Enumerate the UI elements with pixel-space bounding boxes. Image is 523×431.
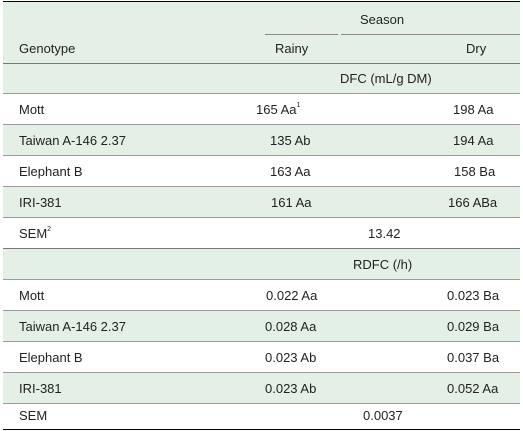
sem-row: SEM 0.0037 bbox=[3, 404, 520, 429]
dry-cell: 0.037 Ba bbox=[447, 350, 500, 365]
row-rule bbox=[3, 341, 520, 342]
rainy-cell: 0.023 Ab bbox=[265, 381, 317, 396]
genotype-cell: Taiwan A-146 2.37 bbox=[19, 133, 126, 148]
sem-value: 13.42 bbox=[368, 226, 401, 241]
rainy-cell: 165 Aa1 bbox=[256, 102, 301, 117]
table-header: Season Genotype Rainy Dry bbox=[3, 2, 520, 64]
dry-cell: 194 Aa bbox=[453, 133, 494, 148]
row-rule bbox=[3, 155, 520, 156]
dry-cell: 0.052 Aa bbox=[447, 381, 499, 396]
table-top-rule bbox=[3, 1, 520, 2]
genotype-cell: Taiwan A-146 2.37 bbox=[19, 319, 126, 334]
rainy-cell: 163 Aa bbox=[270, 164, 311, 179]
season-subrule bbox=[265, 34, 338, 35]
row-rule bbox=[3, 403, 520, 404]
table-row: Taiwan A-146 2.37 135 Ab 194 Aa bbox=[3, 125, 520, 155]
rainy-cell: 0.028 Aa bbox=[265, 319, 317, 334]
genotype-cell: IRI-381 bbox=[19, 381, 62, 396]
section-title-row: RDFC (/h) bbox=[3, 249, 520, 279]
data-table: Season Genotype Rainy Dry DFC (mL/g DM) … bbox=[3, 1, 520, 430]
dry-cell: 166 ABa bbox=[448, 195, 498, 210]
dry-cell: 158 Ba bbox=[454, 164, 496, 179]
row-rule bbox=[3, 279, 520, 280]
sem-label: SEM2 bbox=[19, 226, 52, 241]
dry-heading: Dry bbox=[466, 41, 487, 56]
genotype-cell: Elephant B bbox=[19, 164, 83, 179]
genotype-cell: Mott bbox=[19, 102, 45, 117]
footnote-marker: 2 bbox=[47, 226, 52, 233]
section-title: DFC (mL/g DM) bbox=[340, 71, 432, 86]
rainy-heading: Rainy bbox=[275, 41, 309, 56]
table-row: Mott 0.022 Aa 0.023 Ba bbox=[3, 280, 520, 310]
section-title: RDFC (/h) bbox=[353, 257, 413, 272]
row-rule bbox=[3, 124, 520, 125]
genotype-cell: Mott bbox=[19, 288, 45, 303]
dry-cell: 0.023 Ba bbox=[447, 288, 500, 303]
sem-value: 0.0037 bbox=[363, 408, 403, 423]
table-row: Elephant B 163 Aa 158 Ba bbox=[3, 156, 520, 186]
table-row: IRI-381 161 Aa 166 ABa bbox=[3, 187, 520, 217]
table-bottom-rule bbox=[3, 429, 520, 430]
sem-label: SEM bbox=[19, 408, 48, 423]
footnote-marker: 1 bbox=[296, 102, 301, 109]
dry-cell: 0.029 Ba bbox=[447, 319, 500, 334]
rainy-cell: 0.022 Aa bbox=[266, 288, 318, 303]
genotype-heading: Genotype bbox=[19, 41, 76, 56]
row-rule bbox=[3, 372, 520, 373]
season-subrule-right bbox=[341, 34, 520, 35]
table-row: Elephant B 0.023 Ab 0.037 Ba bbox=[3, 342, 520, 372]
row-rule bbox=[3, 93, 520, 94]
dry-cell: 198 Aa bbox=[453, 102, 494, 117]
table-row: IRI-381 0.023 Ab 0.052 Aa bbox=[3, 373, 520, 403]
row-rule bbox=[3, 186, 520, 187]
table-row: Mott 165 Aa1 198 Aa bbox=[3, 94, 520, 124]
rainy-cell: 135 Ab bbox=[270, 133, 311, 148]
genotype-cell: IRI-381 bbox=[19, 195, 62, 210]
table-row: Taiwan A-146 2.37 0.028 Aa 0.029 Ba bbox=[3, 311, 520, 341]
season-heading: Season bbox=[360, 12, 405, 27]
row-rule bbox=[3, 310, 520, 311]
header-bottom-rule bbox=[3, 63, 520, 64]
sem-row: SEM2 13.42 bbox=[3, 218, 520, 248]
section-rule bbox=[3, 248, 520, 249]
genotype-cell: Elephant B bbox=[19, 350, 83, 365]
rainy-cell: 0.023 Ab bbox=[265, 350, 317, 365]
row-rule bbox=[3, 217, 520, 218]
rainy-cell: 161 Aa bbox=[271, 195, 312, 210]
section-title-row: DFC (mL/g DM) bbox=[3, 64, 520, 93]
